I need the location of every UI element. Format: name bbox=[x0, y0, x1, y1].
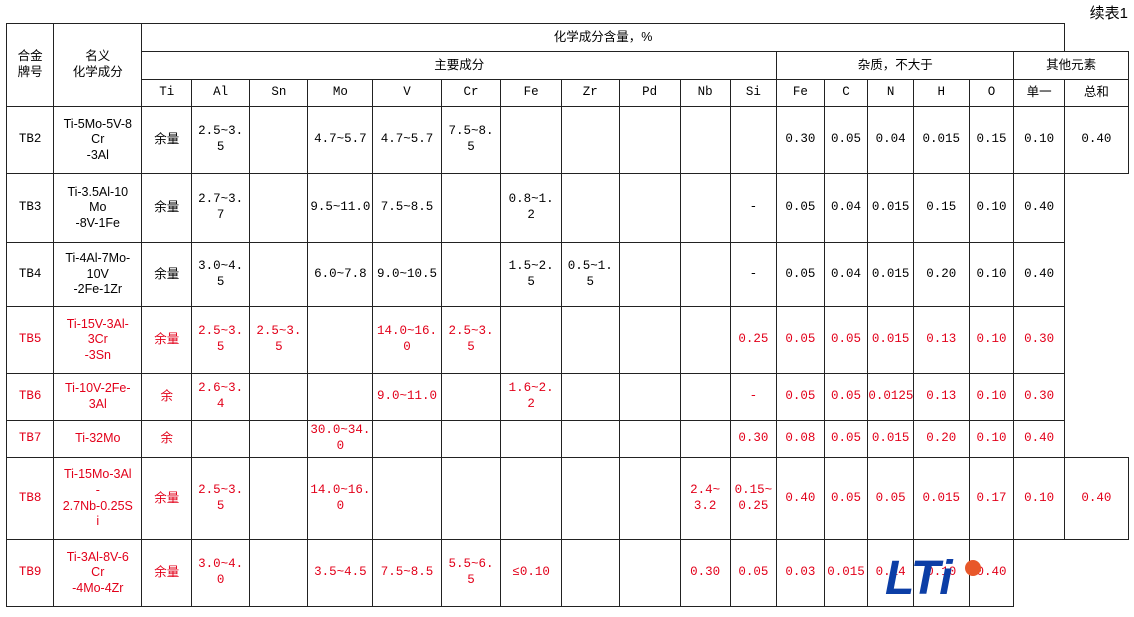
svg-text:LTi: LTi bbox=[885, 552, 954, 605]
